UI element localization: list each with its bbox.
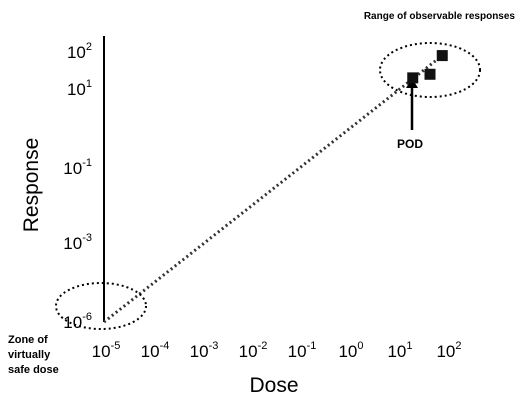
safe-dose-label-line-1: Zone of xyxy=(8,334,48,346)
data-points xyxy=(407,50,448,84)
x-tick-label: 100 xyxy=(338,340,363,361)
y-tick-label: 10-1 xyxy=(63,157,92,178)
y-tick-label: 101 xyxy=(67,78,92,99)
y-tick-label: 10-6 xyxy=(63,311,92,332)
x-tick-label: 10-4 xyxy=(141,340,170,361)
safe-dose-label-line-2: virtually xyxy=(8,349,51,361)
x-tick-label: 10-2 xyxy=(239,340,268,361)
y-axis-title: Response xyxy=(20,138,43,233)
observable-range-label: Range of observable responses xyxy=(364,11,516,22)
y-tick-label: 102 xyxy=(67,41,92,62)
data-point-square xyxy=(407,72,419,84)
pod-label: POD xyxy=(397,137,423,151)
x-tick-label: 10-3 xyxy=(190,340,219,361)
observable-range-ellipse xyxy=(379,42,481,98)
data-point-square xyxy=(424,68,436,80)
safe-dose-label-line-3: safe dose xyxy=(8,364,59,376)
safe-dose-zone-ellipse xyxy=(55,282,147,330)
y-tick-label: 10-3 xyxy=(63,232,92,253)
data-point-square xyxy=(436,50,448,62)
y-tick-labels: 102 101 10-1 10-3 10-6 xyxy=(63,41,92,332)
x-tick-label: 10-5 xyxy=(92,340,121,361)
x-tick-labels: 10-5 10-4 10-3 10-2 10-1 100 101 102 xyxy=(92,340,462,361)
x-tick-label: 101 xyxy=(387,340,412,361)
extrapolation-line xyxy=(103,54,444,324)
x-axis-title: Dose xyxy=(249,374,298,396)
x-tick-label: 102 xyxy=(436,340,461,361)
x-tick-label: 10-1 xyxy=(288,340,317,361)
